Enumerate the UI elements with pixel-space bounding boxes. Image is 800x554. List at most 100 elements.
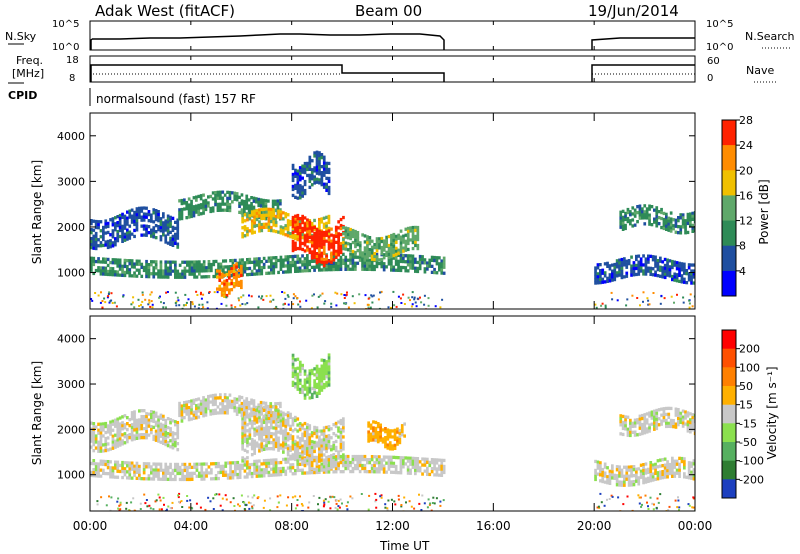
heatmap-cell (399, 244, 403, 248)
heatmap-cell (238, 410, 241, 414)
heatmap-cell (228, 273, 231, 277)
heatmap-cell (243, 448, 247, 452)
heatmap-cell (358, 293, 361, 296)
heatmap-cell (296, 357, 300, 361)
heatmap-cell (246, 441, 249, 445)
heatmap-cell (187, 206, 191, 210)
heatmap-cell (121, 424, 124, 428)
heatmap-cell (393, 304, 396, 307)
heatmap-cell (130, 432, 134, 436)
heatmap-cell (291, 175, 295, 180)
heatmap-cell (284, 258, 288, 262)
heatmap-cell (327, 232, 331, 237)
heatmap-cell (322, 385, 326, 390)
heatmap-cell (322, 268, 326, 272)
heatmap-cell (138, 467, 141, 472)
heatmap-cell (253, 266, 256, 270)
heatmap-cell (250, 260, 254, 264)
heatmap-cell (195, 260, 199, 264)
heatmap-cell (164, 436, 168, 441)
heatmap-cell (138, 473, 141, 478)
heatmap-cell (216, 196, 220, 200)
heatmap-cell (205, 266, 208, 270)
heatmap-cell (594, 272, 597, 276)
heatmap-cell (238, 475, 242, 479)
heatmap-cell (258, 465, 261, 469)
heatmap-cell (226, 268, 230, 272)
heatmap-cell (313, 455, 316, 460)
heatmap-cell (154, 215, 158, 219)
heatmap-cell (674, 221, 678, 225)
heatmap-cell (121, 215, 124, 219)
heatmap-cell (661, 473, 665, 477)
heatmap-cell (663, 266, 667, 271)
heatmap-cell (258, 208, 261, 212)
heatmap-cell (318, 172, 321, 176)
heatmap-cell (318, 220, 321, 225)
heatmap-cell (380, 458, 384, 462)
heatmap-cell (418, 254, 422, 259)
heatmap-cell (387, 255, 391, 260)
heatmap-cell (205, 468, 208, 472)
heatmap-cell (297, 303, 300, 306)
heatmap-cell (111, 270, 115, 274)
heatmap-cell (373, 267, 376, 272)
heatmap-cell (313, 391, 316, 395)
heatmap-cell (272, 268, 276, 272)
heatmap-cell (623, 474, 626, 478)
heatmap-cell (394, 249, 398, 253)
heatmap-cell (678, 267, 681, 271)
heatmap-cell (262, 468, 266, 472)
heatmap-cell (600, 501, 603, 504)
heatmap-cell (118, 225, 122, 230)
heatmap-cell (237, 268, 241, 272)
heatmap-cell (294, 370, 297, 374)
heatmap-cell (205, 275, 208, 279)
heatmap-cell (385, 241, 388, 245)
heatmap-cell (246, 233, 249, 237)
heatmap-cell (235, 412, 239, 416)
heatmap-cell (308, 471, 312, 475)
heatmap-cell (235, 283, 238, 287)
heatmap-cell (166, 220, 170, 224)
heatmap-cell (599, 467, 602, 471)
heatmap-cell (150, 416, 153, 420)
heatmap-cell (344, 466, 348, 471)
heatmap-cell (135, 262, 139, 266)
heatmap-cell (322, 505, 325, 508)
heatmap-cell (397, 295, 400, 298)
heatmap-cell (370, 267, 374, 272)
heatmap-cell (258, 459, 261, 463)
heatmap-cell (657, 501, 660, 504)
heatmap-cell (404, 456, 408, 460)
heatmap-cell (251, 496, 254, 499)
heatmap-cell (218, 284, 222, 288)
heatmap-cell (102, 228, 105, 233)
heatmap-cell (104, 421, 108, 426)
heatmap-cell (202, 477, 206, 481)
heatmap-cell (650, 410, 654, 414)
heatmap-cell (433, 258, 436, 263)
heatmap-cell (121, 233, 124, 237)
heatmap-cell (171, 240, 175, 244)
heatmap-cell (363, 246, 367, 250)
heatmap-cell (267, 438, 271, 442)
heatmap-cell (274, 464, 278, 468)
heatmap-cell (197, 397, 201, 401)
heatmap-cell (262, 444, 266, 448)
heatmap-cell (207, 471, 211, 475)
heatmap-cell (645, 216, 649, 220)
heatmap-cell (375, 237, 379, 241)
heatmap-cell (228, 270, 231, 274)
heatmap-cell (236, 463, 240, 468)
heatmap-cell (116, 236, 120, 240)
heatmap-cell (423, 463, 427, 467)
heatmap-cell (404, 227, 408, 231)
heatmap-cell (255, 426, 259, 430)
heatmap-cell (301, 456, 304, 460)
nsearch-tick-top: 10^5 (706, 19, 733, 30)
heatmap-cell (277, 418, 280, 422)
heatmap-cell (159, 226, 163, 230)
heatmap-cell (150, 216, 153, 220)
heatmap-cell (183, 407, 186, 411)
